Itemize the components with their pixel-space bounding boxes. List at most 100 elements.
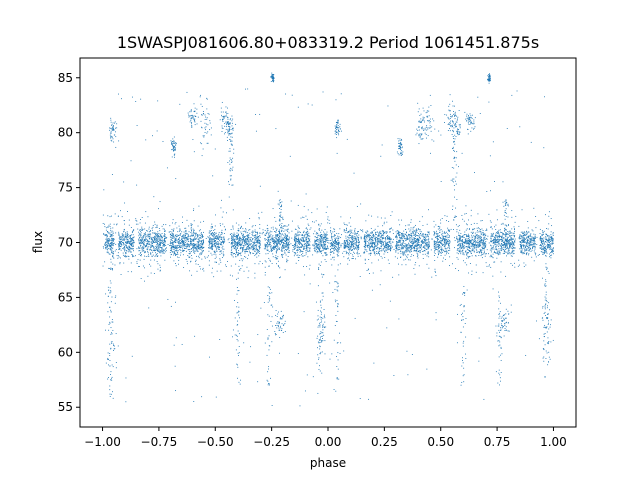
data-point xyxy=(109,233,111,235)
data-point xyxy=(476,245,478,247)
data-point xyxy=(427,234,429,235)
data-point xyxy=(161,237,163,239)
data-point xyxy=(273,241,275,242)
data-point xyxy=(500,261,502,263)
data-point xyxy=(458,244,460,246)
data-point xyxy=(491,256,493,258)
data-point xyxy=(402,251,404,253)
data-point xyxy=(471,255,473,257)
data-point xyxy=(384,231,386,233)
data-point xyxy=(348,248,350,250)
data-point xyxy=(492,235,494,237)
data-point xyxy=(236,238,238,240)
data-point xyxy=(211,247,213,249)
data-point xyxy=(150,249,152,251)
data-point xyxy=(253,242,254,244)
data-point xyxy=(255,241,257,243)
data-point xyxy=(533,233,535,235)
data-point xyxy=(336,243,338,245)
data-point xyxy=(139,242,141,244)
data-point xyxy=(175,238,177,240)
data-point xyxy=(222,241,224,243)
data-point xyxy=(183,241,184,243)
data-point xyxy=(148,234,150,236)
data-point xyxy=(398,234,400,236)
data-point xyxy=(107,245,109,247)
data-point xyxy=(275,231,277,233)
data-point xyxy=(257,248,258,250)
data-point xyxy=(259,224,261,225)
data-point xyxy=(318,263,320,265)
data-point xyxy=(460,236,462,238)
data-point xyxy=(142,236,144,238)
data-point xyxy=(506,243,508,245)
data-point xyxy=(198,234,200,236)
data-point xyxy=(482,243,484,245)
data-point xyxy=(232,237,234,239)
data-point xyxy=(324,244,326,245)
data-point xyxy=(171,247,173,248)
data-point xyxy=(428,244,430,246)
data-point xyxy=(481,228,483,230)
data-point xyxy=(534,248,536,250)
data-point xyxy=(354,243,356,245)
data-point xyxy=(156,225,158,227)
data-point xyxy=(468,272,470,274)
data-point xyxy=(195,237,197,239)
data-point xyxy=(198,230,200,232)
data-point xyxy=(254,250,256,252)
data-point xyxy=(127,235,129,237)
data-point xyxy=(375,239,377,241)
data-point xyxy=(506,238,508,240)
data-point xyxy=(382,236,384,238)
data-point xyxy=(270,242,272,244)
data-point xyxy=(474,235,476,237)
data-point xyxy=(534,242,536,244)
data-point xyxy=(278,237,280,239)
data-point xyxy=(163,245,165,247)
data-point xyxy=(409,237,410,239)
data-point xyxy=(276,258,278,260)
data-point xyxy=(364,238,366,240)
data-point xyxy=(426,246,428,248)
data-point xyxy=(195,234,197,235)
data-point xyxy=(492,275,494,277)
data-point xyxy=(343,229,345,231)
data-point xyxy=(398,274,400,276)
data-point xyxy=(154,239,156,241)
data-point xyxy=(245,256,247,258)
data-point xyxy=(198,248,200,249)
data-point xyxy=(419,244,421,246)
data-point xyxy=(466,246,468,247)
data-point xyxy=(483,241,485,243)
data-point xyxy=(382,234,384,236)
data-point xyxy=(251,226,253,228)
data-point xyxy=(240,244,242,246)
data-point xyxy=(326,247,328,249)
data-point xyxy=(317,244,319,246)
data-point xyxy=(130,251,132,253)
data-point xyxy=(121,233,123,235)
data-point xyxy=(306,232,308,234)
data-point xyxy=(264,239,266,241)
data-point xyxy=(397,241,399,243)
data-point xyxy=(406,236,408,238)
data-point xyxy=(444,259,446,260)
data-point xyxy=(264,234,266,236)
data-point xyxy=(295,242,297,244)
data-point xyxy=(180,252,182,254)
data-point xyxy=(243,246,245,248)
data-point xyxy=(412,239,413,241)
data-point xyxy=(279,233,281,234)
data-point xyxy=(369,252,371,254)
data-point xyxy=(296,251,298,253)
data-point xyxy=(164,238,166,239)
data-point xyxy=(197,245,199,247)
data-point xyxy=(219,234,221,236)
data-point xyxy=(400,234,402,236)
data-point xyxy=(387,259,389,261)
data-point xyxy=(266,233,268,235)
data-point xyxy=(356,252,358,254)
data-point xyxy=(494,242,496,244)
data-point xyxy=(491,235,493,237)
